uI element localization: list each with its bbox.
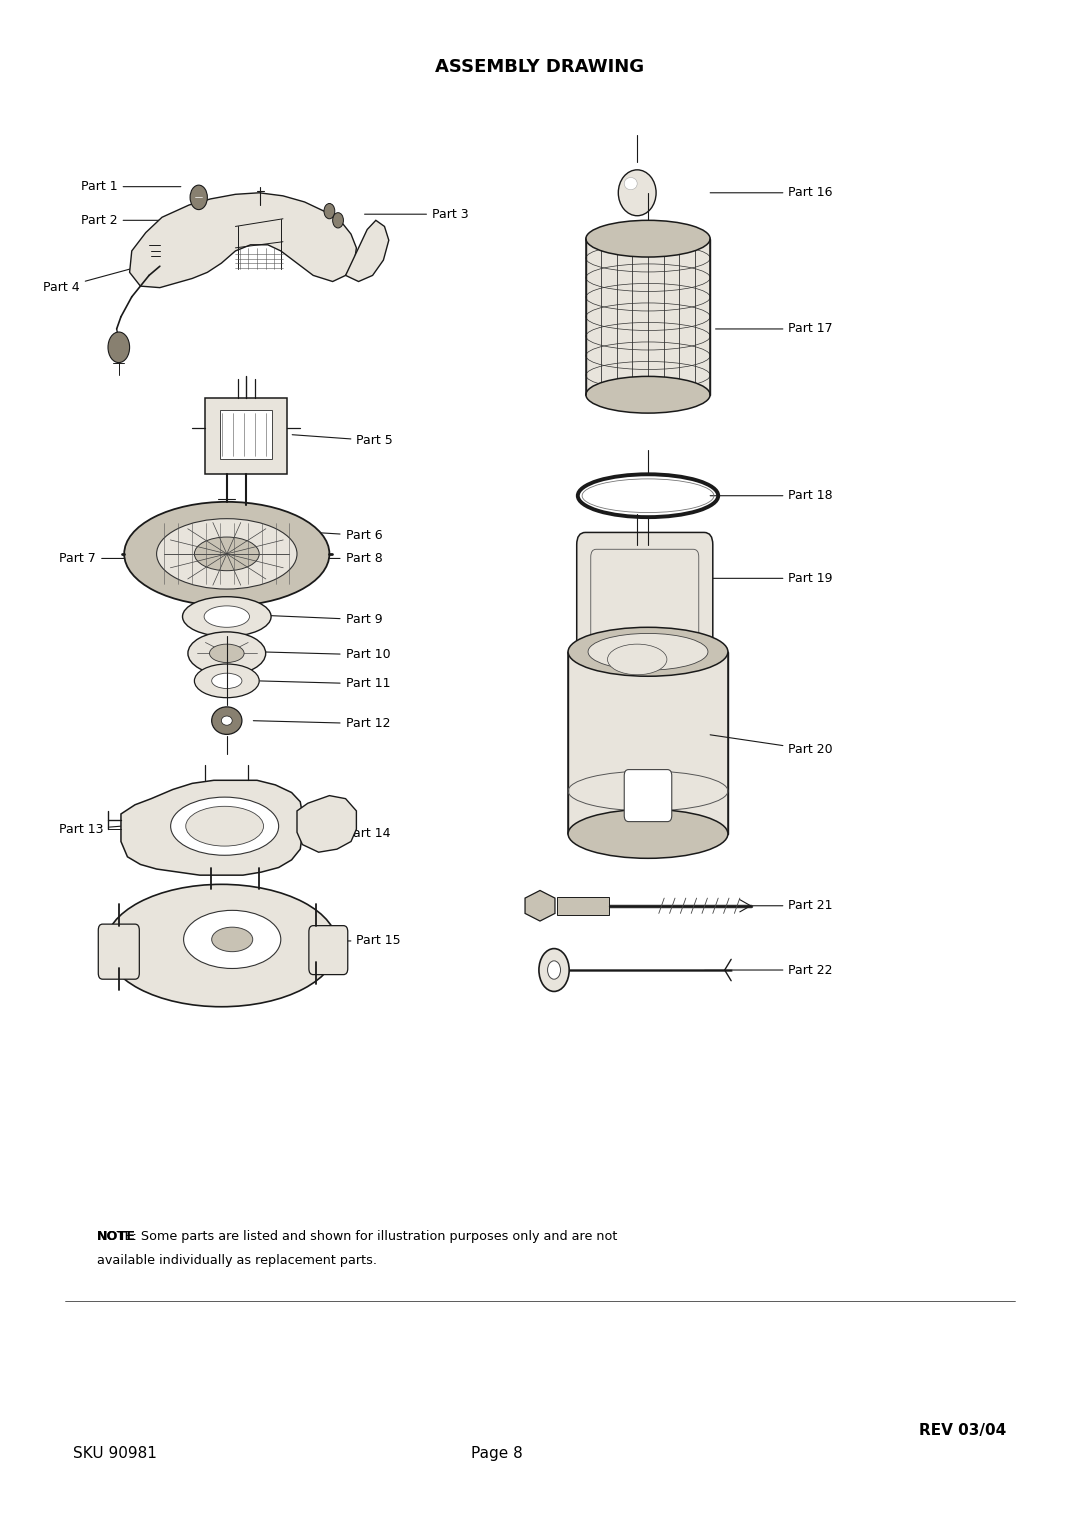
Text: Part 2: Part 2 xyxy=(81,214,207,226)
FancyBboxPatch shape xyxy=(309,926,348,975)
Ellipse shape xyxy=(184,910,281,968)
Ellipse shape xyxy=(212,673,242,689)
Text: Part 1: Part 1 xyxy=(81,181,180,193)
Ellipse shape xyxy=(607,644,667,675)
Text: Page 8: Page 8 xyxy=(471,1446,523,1461)
Ellipse shape xyxy=(568,627,728,676)
Text: Part 6: Part 6 xyxy=(268,529,382,542)
FancyBboxPatch shape xyxy=(98,924,139,979)
Text: Part 3: Part 3 xyxy=(365,208,469,220)
Ellipse shape xyxy=(585,220,711,257)
Ellipse shape xyxy=(194,664,259,698)
Text: Part 22: Part 22 xyxy=(705,964,833,976)
Circle shape xyxy=(333,213,343,228)
Ellipse shape xyxy=(183,597,271,636)
Circle shape xyxy=(108,332,130,363)
Circle shape xyxy=(539,949,569,991)
Ellipse shape xyxy=(194,537,259,571)
Ellipse shape xyxy=(157,519,297,589)
Polygon shape xyxy=(121,780,302,875)
Ellipse shape xyxy=(210,644,244,662)
Ellipse shape xyxy=(171,797,279,855)
FancyBboxPatch shape xyxy=(577,532,713,661)
FancyBboxPatch shape xyxy=(624,770,672,822)
Text: Part 20: Part 20 xyxy=(711,734,833,756)
Text: Part 8: Part 8 xyxy=(271,552,382,565)
Polygon shape xyxy=(297,796,356,852)
Bar xyxy=(220,410,272,459)
Polygon shape xyxy=(525,890,555,921)
Bar xyxy=(585,239,711,395)
Ellipse shape xyxy=(589,633,708,670)
Text: Part 17: Part 17 xyxy=(716,323,833,335)
Circle shape xyxy=(190,185,207,210)
Ellipse shape xyxy=(186,806,264,846)
Polygon shape xyxy=(130,193,356,288)
Bar xyxy=(557,897,609,915)
Text: Part 18: Part 18 xyxy=(711,490,833,502)
Ellipse shape xyxy=(204,606,249,627)
Polygon shape xyxy=(346,220,389,282)
Bar xyxy=(568,652,728,834)
Text: Part 12: Part 12 xyxy=(254,718,390,730)
Text: REV 03/04: REV 03/04 xyxy=(919,1423,1007,1438)
Text: Part 11: Part 11 xyxy=(260,678,390,690)
Circle shape xyxy=(324,203,335,219)
Text: Part 14: Part 14 xyxy=(273,826,390,840)
Text: NOTE: Some parts are listed and shown for illustration purposes only and are not: NOTE: Some parts are listed and shown fo… xyxy=(97,1230,618,1242)
Ellipse shape xyxy=(568,809,728,858)
Text: Part 9: Part 9 xyxy=(260,614,382,626)
Text: Part 19: Part 19 xyxy=(703,572,833,584)
Text: Part 4: Part 4 xyxy=(43,266,138,294)
Text: Part 15: Part 15 xyxy=(279,935,401,947)
Text: Part 10: Part 10 xyxy=(260,649,390,661)
Ellipse shape xyxy=(221,716,232,725)
Text: SKU 90981: SKU 90981 xyxy=(73,1446,158,1461)
Bar xyxy=(205,398,287,474)
Ellipse shape xyxy=(624,177,637,190)
Text: Part 13: Part 13 xyxy=(59,823,157,835)
Ellipse shape xyxy=(618,170,656,216)
Ellipse shape xyxy=(212,927,253,952)
Ellipse shape xyxy=(105,884,337,1007)
Circle shape xyxy=(548,961,561,979)
Ellipse shape xyxy=(188,632,266,675)
Text: Part 5: Part 5 xyxy=(293,435,393,447)
Text: available individually as replacement parts.: available individually as replacement pa… xyxy=(97,1255,377,1267)
Text: ASSEMBLY DRAWING: ASSEMBLY DRAWING xyxy=(435,58,645,76)
Ellipse shape xyxy=(124,502,329,606)
Text: Part 16: Part 16 xyxy=(711,187,833,199)
Text: Part 21: Part 21 xyxy=(705,900,833,912)
Text: Part 7: Part 7 xyxy=(59,552,167,565)
Ellipse shape xyxy=(585,376,711,413)
Ellipse shape xyxy=(212,707,242,734)
Text: NOTE: NOTE xyxy=(97,1230,136,1242)
